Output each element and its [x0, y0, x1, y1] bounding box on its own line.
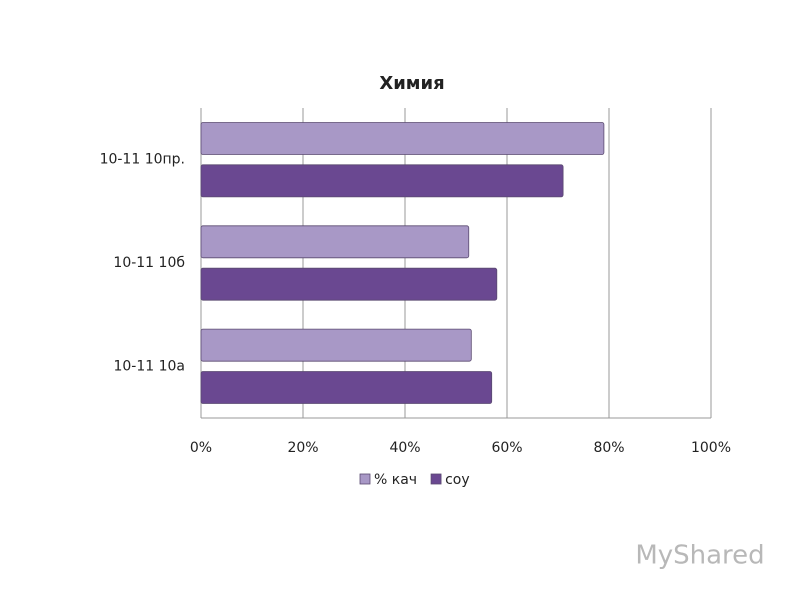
legend-swatch	[430, 473, 442, 485]
chart-title: Химия	[379, 73, 444, 94]
x-tick-label: 0%	[190, 440, 212, 456]
legend-swatch	[359, 473, 371, 485]
bar	[200, 267, 498, 301]
legend-label: соу	[445, 472, 470, 488]
x-tick-label: 40%	[389, 440, 420, 456]
bar	[200, 164, 564, 198]
x-tick-label: 20%	[287, 440, 318, 456]
x-tick-label: 60%	[491, 440, 522, 456]
bar	[200, 225, 470, 259]
bar	[200, 371, 493, 404]
legend-label: % кач	[374, 472, 417, 488]
x-tick-label: 100%	[691, 440, 731, 456]
bar	[200, 328, 472, 362]
y-tick-label: 10-11 10а	[113, 358, 185, 374]
watermark: MyShared	[635, 541, 764, 571]
y-tick-label: 10-11 10пр.	[100, 152, 185, 168]
bar	[200, 122, 605, 155]
x-tick-label: 80%	[593, 440, 624, 456]
y-tick-label: 10-11 10б	[113, 255, 185, 271]
